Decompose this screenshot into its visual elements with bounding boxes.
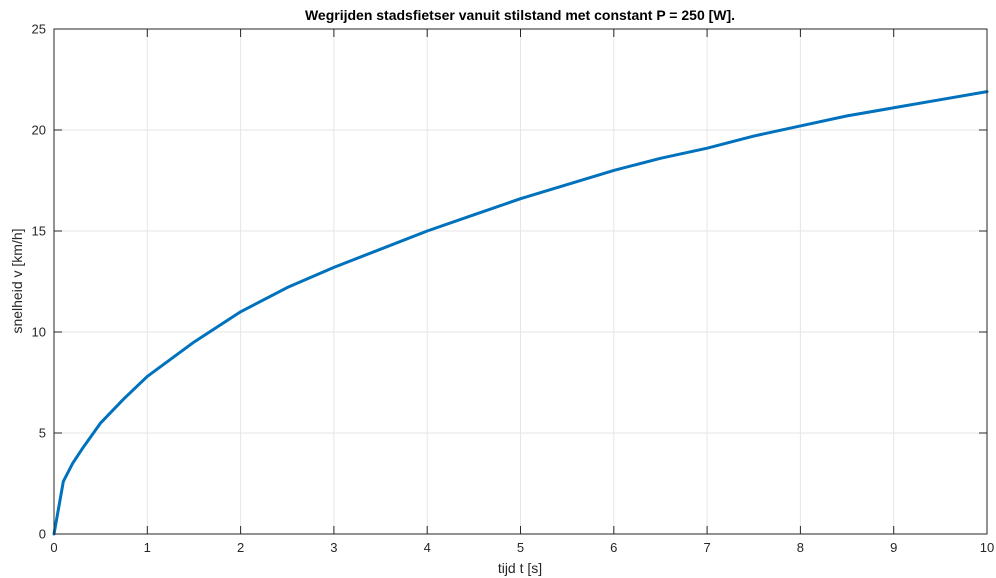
x-tick-label: 8 [797,540,804,555]
x-tick-label: 3 [330,540,337,555]
gridlines [54,29,987,534]
x-tick-label: 2 [237,540,244,555]
x-tick-label: 1 [144,540,151,555]
y-tick-label: 5 [39,426,46,441]
x-tick-label: 9 [890,540,897,555]
x-tick-label: 0 [50,540,57,555]
y-tick-label: 10 [32,325,46,340]
y-axis-label: snelheid v [km/h] [9,228,25,333]
ticks: 0 1 2 3 4 5 6 7 8 9 10 0 5 10 15 20 25 [32,22,995,556]
y-tick-label: 20 [32,123,46,138]
series-line [52,90,989,536]
y-tick-label: 15 [32,224,46,239]
x-axis-label: tijd t [s] [498,560,542,576]
chart-title: Wegrijden stadsfietser vanuit stilstand … [305,7,735,23]
x-tick-label: 6 [610,540,617,555]
x-tick-label: 5 [517,540,524,555]
x-tick-label: 4 [424,540,431,555]
y-tick-label: 25 [32,22,46,37]
y-tick-label: 0 [39,527,46,542]
x-tick-label: 10 [980,540,994,555]
series-layer [52,90,989,536]
x-tick-label: 7 [703,540,710,555]
